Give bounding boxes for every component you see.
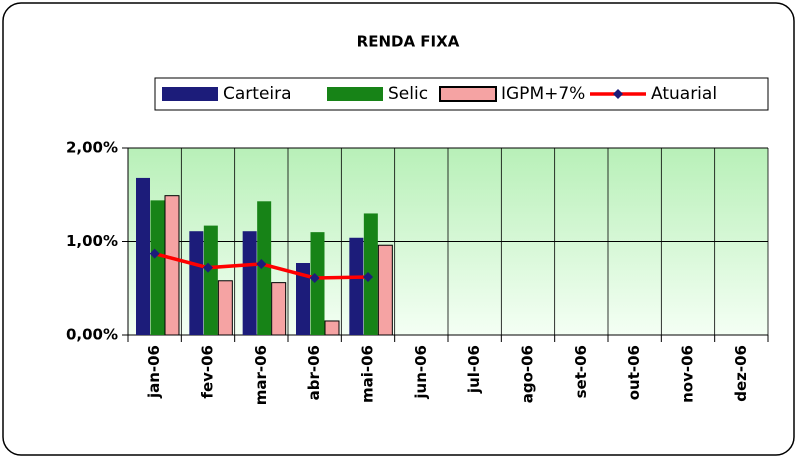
- y-tick-label: 0,00%: [66, 326, 118, 344]
- x-tick-label: abr-06: [305, 345, 323, 400]
- bar: [363, 213, 378, 335]
- line-marker: [203, 262, 213, 273]
- bar: [189, 231, 204, 335]
- legend-label: Atuarial: [651, 84, 717, 104]
- bar: [136, 177, 150, 335]
- legend-label: Carteira: [223, 84, 292, 104]
- bar: [349, 237, 364, 335]
- legend-marker: [613, 89, 623, 99]
- x-tick-label: fev-06: [199, 345, 217, 399]
- bar: [377, 244, 393, 336]
- legend-swatch: [439, 86, 497, 102]
- x-tick-label: mai-06: [359, 345, 377, 403]
- line-marker: [256, 258, 267, 269]
- bar: [217, 280, 233, 336]
- line-marker: [309, 272, 320, 283]
- bar: [324, 320, 340, 336]
- x-tick-label: out-06: [625, 345, 643, 400]
- bar: [203, 225, 218, 335]
- x-tick-label: mar-06: [252, 345, 270, 405]
- y-tick-label: 1,00%: [66, 232, 118, 250]
- legend-swatch: [327, 87, 383, 101]
- x-tick-label: set-06: [572, 345, 590, 398]
- x-tick-label: ago-06: [519, 345, 537, 403]
- legend-label: IGPM+7%: [501, 84, 585, 104]
- bar: [242, 231, 257, 335]
- x-tick-label: dez-06: [732, 345, 750, 402]
- line-marker: [149, 248, 160, 259]
- x-tick-label: jan-06: [145, 345, 163, 399]
- bar: [310, 232, 325, 335]
- legend-label: Selic: [388, 84, 428, 104]
- line-marker: [363, 272, 373, 283]
- bar: [257, 201, 272, 335]
- legend-swatch: [162, 87, 218, 101]
- x-tick-label: jul-06: [465, 345, 483, 394]
- bar: [271, 282, 287, 336]
- y-tick-label: 2,00%: [66, 139, 118, 157]
- bar: [150, 200, 165, 335]
- x-tick-label: nov-06: [679, 345, 697, 403]
- chart-title: RENDA FIXA: [357, 33, 460, 51]
- x-tick-label: jun-06: [412, 345, 430, 400]
- bar: [296, 263, 310, 335]
- bar: [164, 195, 180, 336]
